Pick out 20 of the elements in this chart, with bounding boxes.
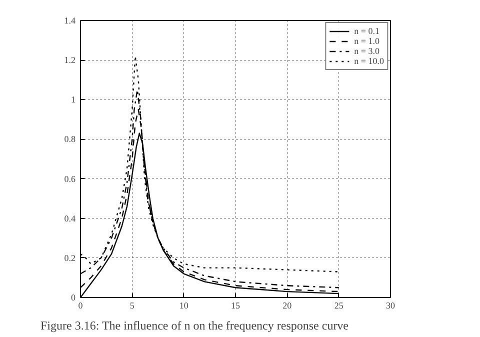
legend-label: n = 10.0 [354, 56, 384, 66]
x-tick-label: 20 [282, 300, 292, 310]
x-tick-label: 5 [130, 300, 135, 310]
legend-label: n = 0.1 [354, 26, 380, 36]
y-tick-label: 1.4 [64, 16, 76, 26]
y-tick-label: 1 [71, 94, 76, 105]
x-tick-label: 10 [179, 300, 189, 310]
x-tick-label: 25 [334, 300, 344, 310]
caption: Figure 3.16: The influence of n on the frequency response curve [40, 318, 349, 332]
y-tick-label: 0.2 [64, 252, 76, 263]
y-tick-label: 0.4 [64, 213, 76, 224]
y-tick-label: 0.8 [64, 134, 76, 144]
x-tick-label: 15 [231, 300, 240, 310]
x-tick-label: 30 [386, 300, 396, 310]
y-tick-label: 0.6 [64, 174, 76, 184]
legend-label: n = 3.0 [354, 46, 380, 56]
x-tick-label: 0 [78, 300, 84, 310]
y-tick-label: 1.2 [64, 55, 76, 66]
legend-label: n = 1.0 [354, 36, 380, 46]
y-tick-label: 0 [71, 292, 76, 302]
